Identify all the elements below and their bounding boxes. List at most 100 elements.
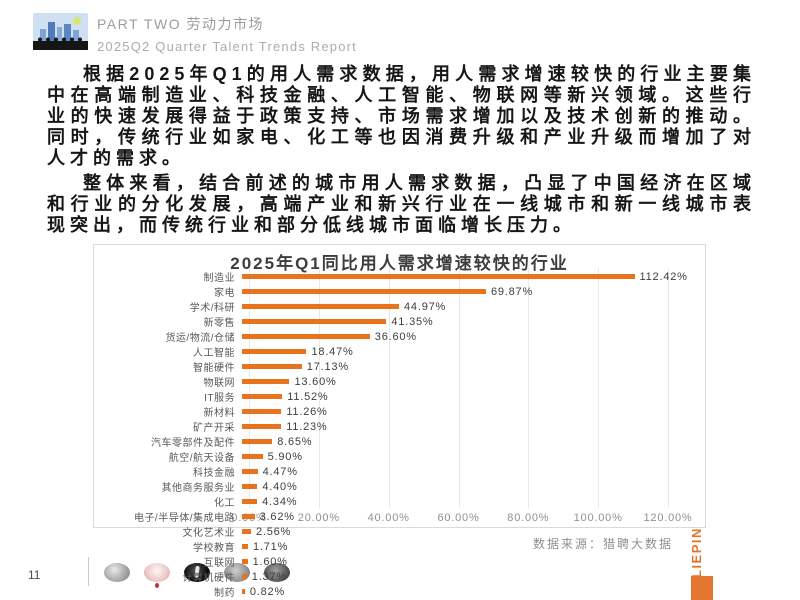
bar: [242, 454, 263, 459]
bar-value: 4.34%: [262, 495, 298, 508]
bar-label: 货运/物流/仓储: [165, 333, 235, 344]
bar-label: 新零售: [203, 318, 235, 329]
chart-gridlines: [249, 268, 669, 508]
x-axis-tick: 60.00%: [437, 512, 480, 524]
bar-label: 科技金融: [193, 468, 235, 479]
bar-label: 文化艺术业: [182, 528, 235, 539]
gridline: [458, 268, 460, 508]
coin-black-thumbnail: [184, 563, 210, 582]
bar-label: 互联网: [203, 558, 235, 569]
brand-square-icon: [691, 576, 713, 600]
bar-label: 汽车零部件及配件: [151, 438, 235, 449]
bar-label: 其他商务服务业: [161, 483, 235, 494]
bar: [242, 319, 387, 324]
report-header: PART TWO 劳动力市场 2025Q2 Quarter Talent Tre…: [97, 14, 357, 54]
bar: [242, 589, 245, 594]
bar-label: 学术/科研: [189, 303, 235, 314]
chart-row: 制药 0.82%: [94, 584, 704, 600]
chart-row: 新材料 11.26%: [94, 404, 704, 420]
chart-row: 文化艺术业 2.56%: [94, 524, 704, 540]
footer-divider: [88, 557, 89, 586]
chart-x-axis: 0.00%20.00%40.00%60.00%80.00%100.00%120.…: [231, 512, 691, 526]
bar: [242, 409, 282, 414]
chart-row: 汽车零部件及配件 8.65%: [94, 434, 704, 450]
gridline: [598, 268, 600, 508]
bar-label: 计算机硬件: [182, 573, 235, 584]
bar: [242, 364, 302, 369]
chart-row: 科技金融 4.47%: [94, 464, 704, 480]
bar: [242, 514, 255, 519]
bar-value: 4.47%: [262, 465, 298, 478]
chart-row: 航空/航天设备 5.90%: [94, 449, 704, 465]
bar-value: 3.62%: [259, 510, 295, 523]
chart-row: 家电 69.87%: [94, 284, 704, 300]
bar-value: 41.35%: [391, 315, 434, 328]
coin-dark-thumbnail: [264, 563, 290, 582]
bar: [242, 469, 258, 474]
bar-value: 4.40%: [262, 480, 298, 493]
bar-value: 36.60%: [374, 330, 417, 343]
x-axis-tick: 40.00%: [367, 512, 410, 524]
bar-label: 智能硬件: [193, 363, 235, 374]
bar-label: 新材料: [203, 408, 235, 419]
bar: [242, 274, 635, 279]
chart-title: 2025年Q1同比用人需求增速较快的行业: [230, 254, 569, 273]
chart-row: 新零售 41.35%: [94, 314, 704, 330]
bar-value: 5.90%: [267, 450, 303, 463]
bar-value: 1.60%: [252, 555, 288, 568]
bar-label: 航空/航天设备: [168, 453, 235, 464]
city-skyline-logo-icon: [33, 13, 88, 50]
bar: [242, 424, 282, 429]
gridline: [388, 268, 390, 508]
bar-value: 1.37%: [251, 570, 287, 583]
paragraph-1: 根据2025年Q1的用人需求数据，用人需求增速较快的行业主要集中在高端制造业、科…: [47, 64, 756, 168]
bar-value: 1.71%: [252, 540, 289, 553]
page-number: 11: [28, 568, 41, 582]
chart-row: IT服务 11.52%: [94, 389, 704, 405]
bar-label: 家电: [214, 288, 235, 299]
bar: [242, 559, 248, 564]
bar-chart: 2025年Q1同比用人需求增速较快的行业 制造业 112.42% 家电 69.87% 学…: [93, 244, 706, 600]
bar: [242, 544, 248, 549]
bar-value: 11.26%: [286, 405, 328, 418]
bar-value: 11.52%: [287, 390, 329, 403]
bar-value: 44.97%: [404, 300, 447, 313]
bar-label: 物联网: [203, 378, 235, 389]
chart-row: 制造业 112.42%: [94, 269, 704, 285]
chart-row: 化工 4.34%: [94, 494, 704, 510]
bar: [242, 484, 258, 489]
x-axis-tick: 80.00%: [507, 512, 550, 524]
bar-value: 112.42%: [639, 270, 688, 283]
body-text: 根据2025年Q1的用人需求数据，用人需求增速较快的行业主要集中在高端制造业、科…: [47, 64, 756, 240]
bar-value: 13.60%: [294, 375, 337, 388]
bar-label: 化工: [214, 498, 235, 509]
x-axis-tick: 20.00%: [297, 512, 340, 524]
x-axis-tick: 100.00%: [573, 512, 623, 524]
gridline: [528, 268, 530, 508]
chart-row: 矿产开采 11.23%: [94, 419, 704, 435]
chart-row: 货运/物流/仓储 36.60%: [94, 329, 704, 345]
bar-value: 69.87%: [490, 285, 534, 298]
bar: [242, 349, 307, 354]
x-axis-tick: 120.00%: [643, 512, 693, 524]
chart-row: 人工智能 18.47%: [94, 344, 704, 360]
bar: [242, 529, 251, 534]
chart-rows: 制造业 112.42% 家电 69.87% 学术/科研 44.97% 新零售 41.35% 货运…: [94, 269, 704, 600]
chart-row: 互联网 1.60%: [94, 554, 704, 570]
bar-value: 8.65%: [277, 435, 313, 448]
bar: [242, 394, 283, 399]
gridline: [249, 268, 250, 508]
paragraph-2: 整体来看，结合前述的城市用人需求数据，凸显了中国经济在区域和行业的分化发展，高端…: [47, 173, 756, 235]
bar: [242, 334, 370, 339]
bar-value: 18.47%: [311, 345, 354, 358]
data-source-note: 数据来源：猎聘大数据: [532, 537, 673, 551]
bar-value: 17.13%: [306, 360, 349, 373]
bar: [242, 289, 486, 294]
bar: [242, 379, 290, 384]
footer-thumbnails: [104, 563, 290, 588]
chart-row: 电子/半导体/集成电路 3.62%: [94, 509, 704, 525]
bar: [242, 304, 400, 309]
chart-row: 学校教育 1.71%: [94, 539, 704, 555]
chart-row: 智能硬件 17.13%: [94, 359, 704, 375]
